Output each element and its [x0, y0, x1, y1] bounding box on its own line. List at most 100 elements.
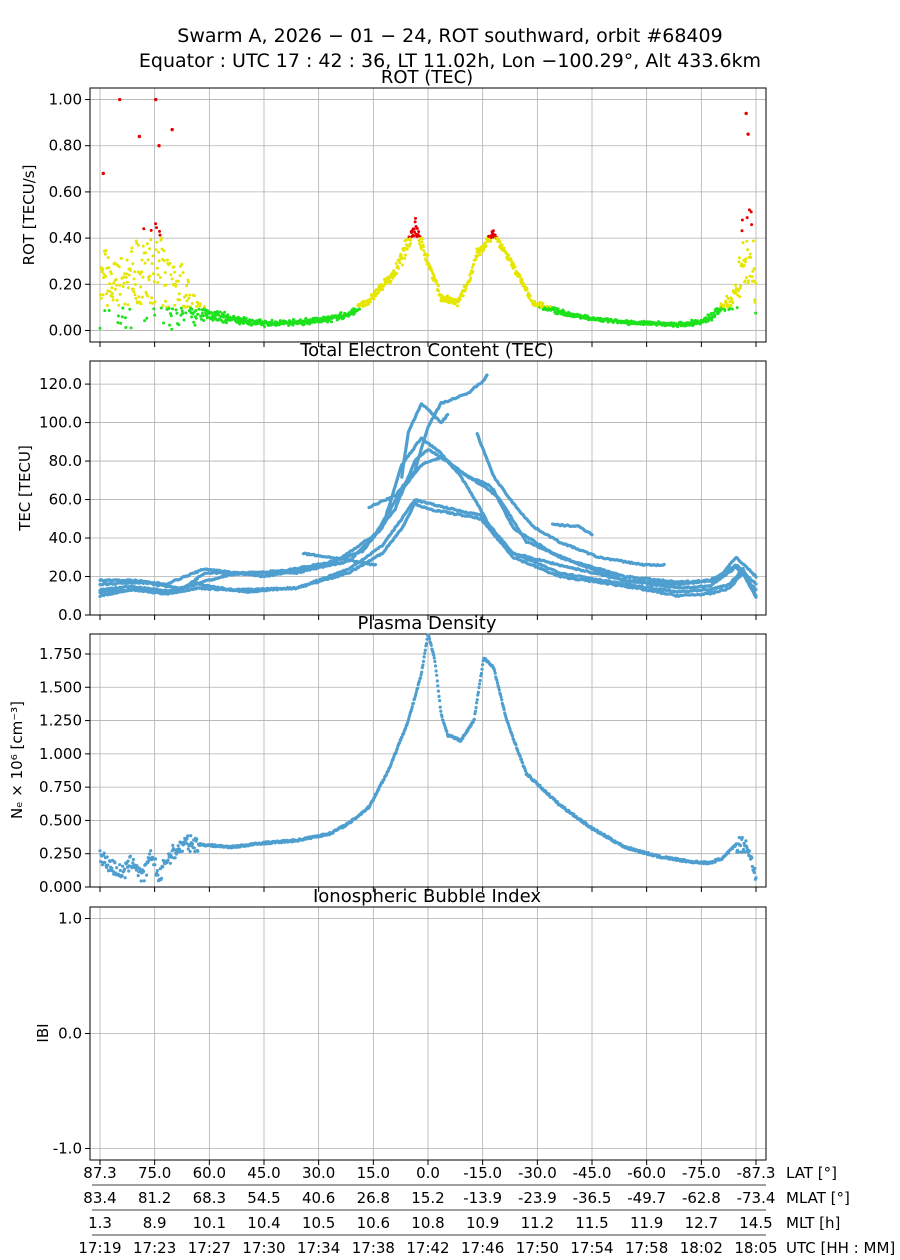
ne-point: [499, 695, 503, 699]
ne-point: [147, 852, 152, 856]
rot-point: [408, 242, 412, 246]
ne-point: [478, 682, 482, 686]
rot-ytick-label: 0.00: [49, 321, 82, 339]
rot-point: [518, 275, 522, 279]
rot-point: [437, 289, 441, 293]
rot-point: [446, 294, 449, 298]
rot-point: [176, 279, 180, 283]
xaxis-0-value: -15.0: [463, 1164, 502, 1182]
ne-point: [432, 653, 436, 657]
rot-point: [330, 320, 333, 324]
xaxis-3-value: 18:05: [734, 1239, 777, 1257]
ne-point: [743, 850, 747, 854]
rot-point: [513, 265, 517, 269]
rot-point: [745, 239, 749, 243]
rot-point: [126, 286, 130, 290]
rot-point: [193, 323, 197, 327]
rot-point: [177, 292, 181, 296]
rot-point: [120, 315, 124, 319]
rot-point: [175, 311, 179, 315]
ne-point: [475, 698, 479, 702]
rot-point: [156, 281, 160, 284]
rot-point: [509, 257, 513, 261]
rot-point: [724, 301, 728, 305]
rot-point: [556, 307, 560, 311]
rot-point: [291, 323, 295, 327]
ne-point: [177, 847, 181, 851]
rot-point: [403, 256, 407, 260]
rot-point: [436, 284, 440, 288]
rot-point: [113, 287, 117, 291]
rot-point: [151, 272, 155, 276]
xaxis-0-value: 15.0: [357, 1164, 390, 1182]
rot-point: [157, 250, 161, 254]
rot-point: [418, 242, 421, 246]
rot-point: [154, 222, 158, 226]
plasma-density-panel: Plasma Density 0.000 0.250 0.500 0.750 1.000…: [39, 613, 767, 896]
xaxis-1-value: -23.9: [518, 1189, 557, 1207]
ne-point: [477, 686, 481, 690]
rot-point: [128, 307, 132, 311]
ne-ytick-label: 0.500: [39, 811, 82, 829]
ne-point: [740, 836, 744, 840]
ne-point: [750, 856, 754, 860]
rot-point: [184, 293, 188, 297]
rot-point: [180, 309, 184, 313]
rot-point: [121, 306, 125, 310]
xaxis-2-value: 11.5: [575, 1214, 608, 1232]
ne-point: [524, 769, 528, 773]
ne-point: [156, 873, 160, 877]
rot-point: [139, 302, 143, 306]
rot-point: [287, 324, 291, 327]
ne-point: [419, 673, 423, 677]
tec-series-line: [98, 501, 758, 599]
rot-point: [162, 249, 166, 253]
xaxis-0-value: -60.0: [627, 1164, 666, 1182]
rot-point: [123, 302, 127, 306]
rot-point: [110, 292, 114, 296]
rot-point: [129, 269, 133, 272]
tec-series-line: [367, 373, 489, 510]
rot-point: [407, 244, 411, 248]
ne-point: [737, 835, 741, 840]
rot-point: [416, 233, 420, 237]
rot-point: [493, 233, 497, 237]
rot-point: [751, 239, 755, 243]
rot-point: [132, 277, 136, 281]
rot-point: [199, 314, 203, 318]
tec-ytick-label: 100.0: [39, 414, 82, 432]
rot-point: [158, 276, 162, 280]
rot-point: [304, 317, 308, 320]
ne-point: [126, 859, 130, 863]
rot-point: [737, 260, 741, 264]
rot-ytick-label: 0.80: [49, 137, 82, 155]
ne-point: [382, 777, 386, 781]
rot-point: [464, 287, 468, 290]
rot-point: [164, 299, 168, 303]
rot-point: [744, 257, 748, 261]
ne-point: [476, 693, 480, 697]
rot-point: [201, 314, 205, 318]
ne-point: [461, 736, 465, 740]
ne-ytick-label: 1.750: [39, 645, 82, 663]
rot-point: [417, 230, 421, 234]
ne-point: [105, 865, 109, 870]
ne-point: [188, 849, 192, 854]
ne-point: [195, 837, 199, 841]
rot-point: [114, 277, 118, 281]
ne-point: [417, 679, 421, 684]
rot-point: [190, 307, 194, 311]
xaxis-3-value: 17:50: [516, 1239, 559, 1257]
rot-point: [740, 229, 744, 233]
tec-series-line: [551, 522, 594, 537]
ne-point: [421, 659, 426, 664]
rot-point: [754, 281, 758, 285]
rot-point: [145, 316, 149, 320]
ne-ytick-label: 0.250: [39, 845, 82, 863]
figure-title-line2: Equator : UTC 17 : 42 : 36, LT 11.02h, L…: [139, 50, 761, 72]
ne-point: [421, 663, 425, 667]
rot-point: [381, 288, 385, 292]
rot-point: [206, 309, 210, 313]
ne-point: [750, 864, 755, 869]
ne-point: [752, 870, 756, 875]
